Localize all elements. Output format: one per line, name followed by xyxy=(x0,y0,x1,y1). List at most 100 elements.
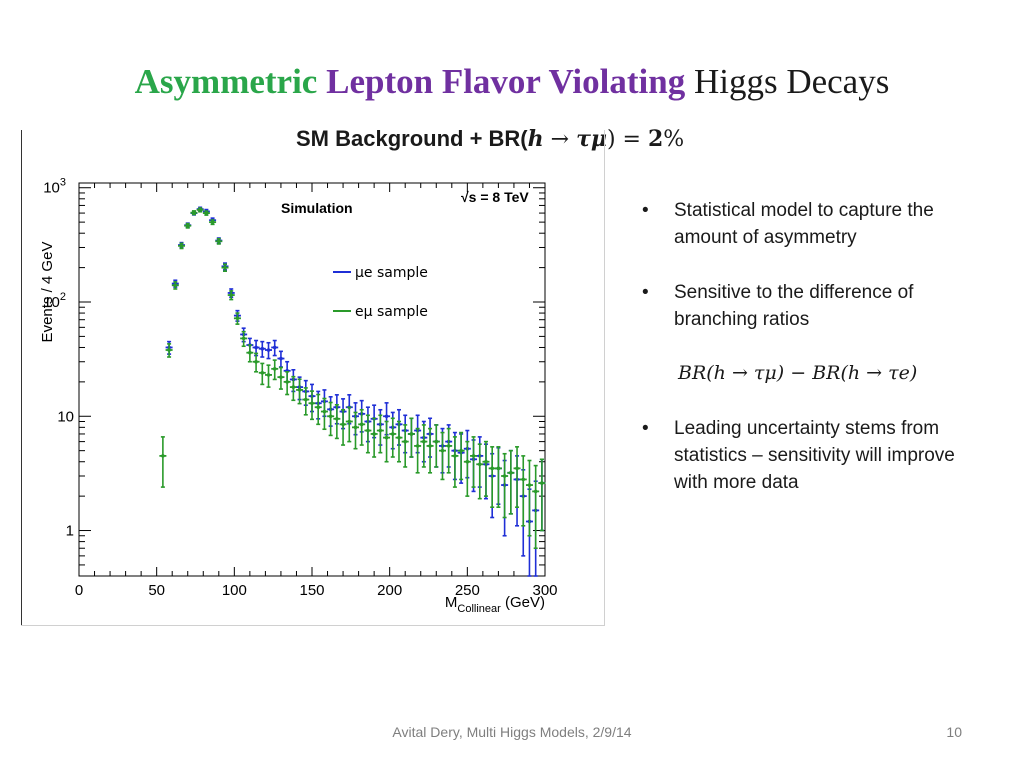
marker xyxy=(440,448,445,453)
marker xyxy=(223,265,227,270)
marker xyxy=(260,371,265,375)
marker xyxy=(409,432,414,436)
data-point xyxy=(519,455,527,527)
data-point xyxy=(165,343,173,358)
data-point xyxy=(370,417,378,458)
br-difference-formula: BR(h → τμ) − BR(h → τe) xyxy=(678,362,918,384)
marker xyxy=(459,448,463,453)
marker xyxy=(185,223,190,228)
marker xyxy=(254,345,258,350)
plot-area-frame xyxy=(78,182,546,577)
data-point xyxy=(383,420,391,463)
marker xyxy=(204,211,209,215)
x-axis-label-unit: (GeV) xyxy=(501,594,545,611)
x-tick-label-50: 50 xyxy=(148,582,165,599)
marker xyxy=(173,283,178,288)
series-mue xyxy=(165,206,546,577)
data-point xyxy=(283,370,291,396)
data-point xyxy=(476,443,484,500)
marker xyxy=(341,422,345,427)
marker xyxy=(415,444,420,448)
data-point xyxy=(376,414,384,454)
marker xyxy=(266,373,271,377)
marker xyxy=(198,208,202,212)
data-point xyxy=(432,424,440,468)
data-point xyxy=(240,330,248,348)
marker xyxy=(434,439,439,444)
marker xyxy=(453,454,457,458)
data-point xyxy=(202,210,210,216)
marker xyxy=(378,428,383,433)
data-point xyxy=(277,366,285,390)
marker xyxy=(521,477,526,482)
y-tick-label-1000: 103 xyxy=(43,177,66,197)
legend-label-mue: μe sample xyxy=(355,265,428,281)
x-axis-tick-labels: 0 50 100 150 200 250 300 xyxy=(75,582,558,599)
data-point xyxy=(159,436,167,488)
x-tick-label-200: 200 xyxy=(377,582,402,599)
y-axis-label: Events / 4 GeV xyxy=(39,242,56,343)
legend-label-emu: eμ sample xyxy=(355,304,428,320)
data-series-layer xyxy=(159,206,546,577)
slide-title: Asymmetric Lepton Flavor Violating Higgs… xyxy=(0,62,1024,102)
subtitle-arrow: → xyxy=(543,127,577,152)
data-point xyxy=(314,393,322,426)
marker xyxy=(210,220,215,224)
marker xyxy=(254,359,258,364)
data-point xyxy=(525,459,533,537)
y-axis-ticks xyxy=(79,187,545,577)
data-point xyxy=(438,431,446,481)
marker xyxy=(502,474,507,478)
marker xyxy=(484,459,488,464)
marker xyxy=(509,471,513,475)
data-point xyxy=(265,364,273,388)
data-point xyxy=(252,352,260,373)
subtitle-percent: % xyxy=(663,127,685,152)
data-point xyxy=(395,420,403,463)
marker xyxy=(279,375,283,379)
data-point xyxy=(227,290,235,301)
marker xyxy=(384,435,389,440)
x-tick-label-100: 100 xyxy=(222,582,247,599)
subtitle-taumu: τμ xyxy=(576,126,607,152)
marker xyxy=(241,336,246,341)
marker xyxy=(303,397,308,402)
subtitle-suffix: ) = xyxy=(606,127,648,152)
title-higgs-decays: Higgs Decays xyxy=(693,62,890,101)
legend: μe sample eμ sample xyxy=(333,265,428,320)
data-point xyxy=(451,436,459,488)
data-point xyxy=(364,414,372,454)
marker xyxy=(322,409,327,414)
marker xyxy=(372,432,376,436)
chart-subtitle: SM Background + BR(h → τμ) = 2% xyxy=(296,126,684,152)
data-point xyxy=(420,424,428,468)
marker xyxy=(272,367,277,371)
page-number: 10 xyxy=(946,724,962,740)
marker xyxy=(527,483,532,487)
marker xyxy=(235,316,240,321)
data-point xyxy=(258,362,266,386)
data-point xyxy=(333,403,341,440)
data-point xyxy=(209,219,217,226)
plot-panel: 1 10 102 103 0 50 100 150 200 250 300 Simulation … xyxy=(21,130,605,626)
data-point xyxy=(258,340,266,358)
marker xyxy=(297,388,302,392)
series-emu xyxy=(159,207,546,550)
y-tick-label-10: 10 xyxy=(57,408,74,425)
data-point xyxy=(308,390,316,421)
data-point xyxy=(265,341,273,360)
marker xyxy=(272,345,277,350)
data-point xyxy=(457,431,465,481)
marker xyxy=(266,348,271,352)
marker xyxy=(316,405,321,410)
marker xyxy=(490,466,494,471)
marker xyxy=(217,239,221,244)
marker xyxy=(310,401,314,406)
data-point xyxy=(277,350,285,368)
data-point xyxy=(401,424,409,468)
data-point xyxy=(507,449,515,515)
marker xyxy=(403,439,408,444)
x-tick-label-150: 150 xyxy=(299,582,324,599)
x-tick-label-250: 250 xyxy=(455,582,480,599)
marker xyxy=(446,444,451,448)
